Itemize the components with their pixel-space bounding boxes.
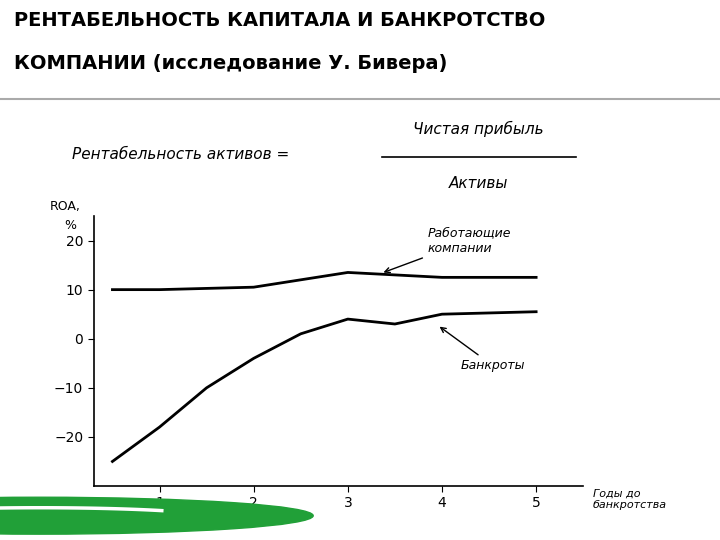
- Text: Работающие
компании: Работающие компании: [384, 227, 511, 273]
- Circle shape: [0, 497, 313, 534]
- Text: ROA,: ROA,: [50, 200, 81, 213]
- Text: Годы до
банкротства: Годы до банкротства: [593, 489, 667, 510]
- Text: Чистая прибыль: Чистая прибыль: [413, 122, 544, 138]
- Text: СБЕРБАНК: СБЕРБАНК: [83, 507, 192, 525]
- Text: КОМПАНИИ (исследование У. Бивера): КОМПАНИИ (исследование У. Бивера): [14, 54, 448, 73]
- Text: РЕНТАБЕЛЬНОСТЬ КАПИТАЛА И БАНКРОТСТВО: РЕНТАБЕЛЬНОСТЬ КАПИТАЛА И БАНКРОТСТВО: [14, 11, 546, 30]
- Text: Рентабельность активов =: Рентабельность активов =: [72, 147, 289, 162]
- Text: %: %: [64, 219, 76, 232]
- Text: Банкроты: Банкроты: [441, 328, 526, 372]
- Text: Активы: Активы: [449, 177, 508, 191]
